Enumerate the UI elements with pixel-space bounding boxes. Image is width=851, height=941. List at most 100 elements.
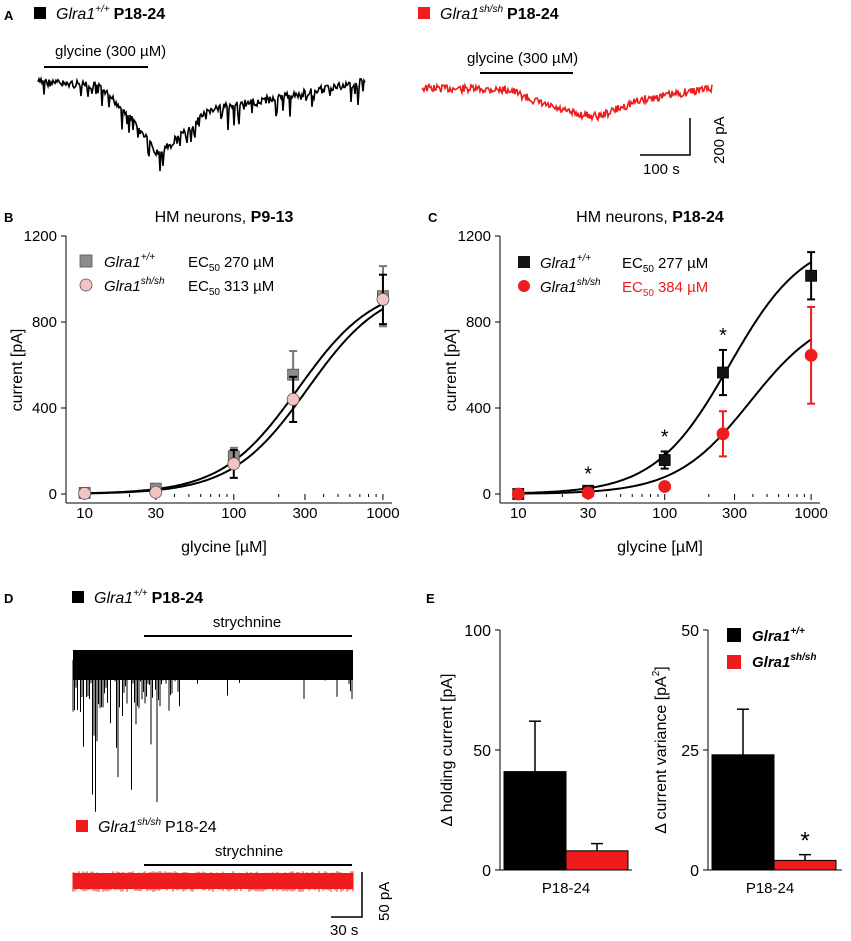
title-bold-text: P9-13 [251,209,294,226]
y-tick-label: 1200 [24,228,57,245]
title-text: HM neurons, [576,209,672,226]
x-tick-label: 10 [510,505,527,522]
scale-bar-d [331,872,363,918]
trace-ko-glycine [421,82,713,123]
legend-label-wt-b: Glra1+/+ [104,252,155,271]
genotype-sup: sh/sh [141,276,165,287]
age-label: P18-24 [507,6,559,23]
data-point-ko [149,485,163,499]
significance-star: * [800,828,809,855]
glycine-label-ko: glycine (300 µM) [467,50,578,67]
ylabel-end: ] [653,666,670,670]
panel-b: B HM neurons, P9-13 0 400 800 1200 10 30 100 3… [4,209,400,556]
legend-label-wt-e: Glra1+/+ [752,626,805,645]
legend-marker-wt-b [79,254,93,268]
genotype-sup: sh/sh [577,277,601,288]
y-tick-label: 800 [466,314,491,331]
trace-spikes [72,655,353,812]
panel-e-letter: E [426,591,435,606]
panel-d-top-title: Glra1+/+ P18-24 [94,588,203,607]
strychnine-label-top: strychnine [213,614,281,631]
panel-a-right-title: Glra1sh/sh P18-24 [440,4,559,23]
legend-marker-ko-c [518,280,530,292]
y-tick-label: 25 [681,743,699,760]
fit-curve-ko [518,338,812,495]
gene-name: Glra1 [104,254,141,271]
x-tick-label: 300 [292,505,317,522]
data-point-ko [716,427,730,441]
y-label-e1: Δ holding current [pA] [439,674,456,827]
legend-label-ko-c: Glra1sh/sh [540,277,601,296]
panel-a-left-title: Glra1+/+ P18-24 [56,4,165,23]
bar-wt [503,771,567,871]
legend-square-ko [418,7,430,19]
legend-label-wt-c: Glra1+/+ [540,253,591,272]
significance-c: * * * [584,325,727,486]
significance-star: * [719,325,727,347]
strychnine-label-bottom: strychnine [215,843,283,860]
ec-sub: 50 [209,287,221,298]
legend-ec50-ko-c: EC50 384 µM [622,279,708,299]
data-points-c [511,251,818,501]
data-point-ko [286,392,300,406]
ec-sub: 50 [209,263,221,274]
genotype-sup: sh/sh [790,652,816,663]
ec-value: 270 µM [224,254,274,271]
genotype-sup: +/+ [577,253,592,264]
x-tick-label: 100 [221,505,246,522]
trace-wt-glycine [37,75,366,172]
x-tick-label: 30 [580,505,597,522]
trace-line [37,75,366,172]
x-tick-label: 30 [147,505,164,522]
legend-marker-wt-c [518,256,530,268]
panel-d-bottom-title: Glra1sh/sh P18-24 [98,817,217,836]
legend-marker-ko-b [79,278,93,292]
panel-d: D Glra1+/+ P18-24 strychnine Glra1sh/sh P1… [4,588,393,939]
y-label-b: current [pA] [9,329,26,412]
scale-y-label-a: 200 pA [711,116,728,164]
ec-value: 277 µM [658,255,708,272]
age-label: P18-24 [152,590,204,607]
age-label: P18-24 [114,6,166,23]
gene-name: Glra1 [540,279,577,296]
legend-label-ko-b: Glra1sh/sh [104,276,165,295]
x-tick-label: 10 [76,505,93,522]
gene-name: Glra1 [98,819,137,836]
y-tick-label: 100 [464,623,491,640]
data-point-wt [805,269,818,282]
trace-ko-strychnine [72,871,354,892]
gene-name: Glra1 [440,6,479,23]
legend-square-ko-d [76,820,88,832]
genotype-sup: +/+ [141,252,156,263]
y-label-e2: Δ current variance [pA2] [651,666,670,833]
y-tick-label: 0 [482,863,491,880]
y-ticks-c: 0 400 800 1200 [458,228,500,503]
y-tick-label: 0 [483,486,491,503]
legend-square-wt-e [727,628,741,642]
bars-e2 [711,708,837,871]
x-tick-label: 1000 [366,505,399,522]
legend-label-ko-e: Glra1sh/sh [752,652,816,671]
gene-name: Glra1 [752,628,790,645]
y-tick-label: 800 [32,314,57,331]
data-point-ko [581,486,595,500]
gene-name: Glra1 [104,278,141,295]
y-tick-label: 50 [473,743,491,760]
x-label-c: glycine [µM] [617,539,703,556]
trace-line [421,82,713,123]
y-label-c: current [pA] [443,329,460,412]
data-points-b [78,265,390,500]
gene-name: Glra1 [94,590,133,607]
y-ticks-b: 0 400 800 1200 [24,228,66,503]
ec-label: EC [188,254,209,271]
significance-e2: * [800,828,809,855]
x-tick-label-e2: P18-24 [746,880,794,897]
genotype-sup: +/+ [790,626,805,637]
y-tick-label: 0 [49,486,57,503]
data-point-ko [227,457,241,471]
legend-ec50-wt-c: EC50 277 µM [622,255,708,275]
ec-sub: 50 [643,288,655,299]
legend-ec50-wt-b: EC50 270 µM [188,254,274,274]
x-tick-label: 1000 [794,505,827,522]
